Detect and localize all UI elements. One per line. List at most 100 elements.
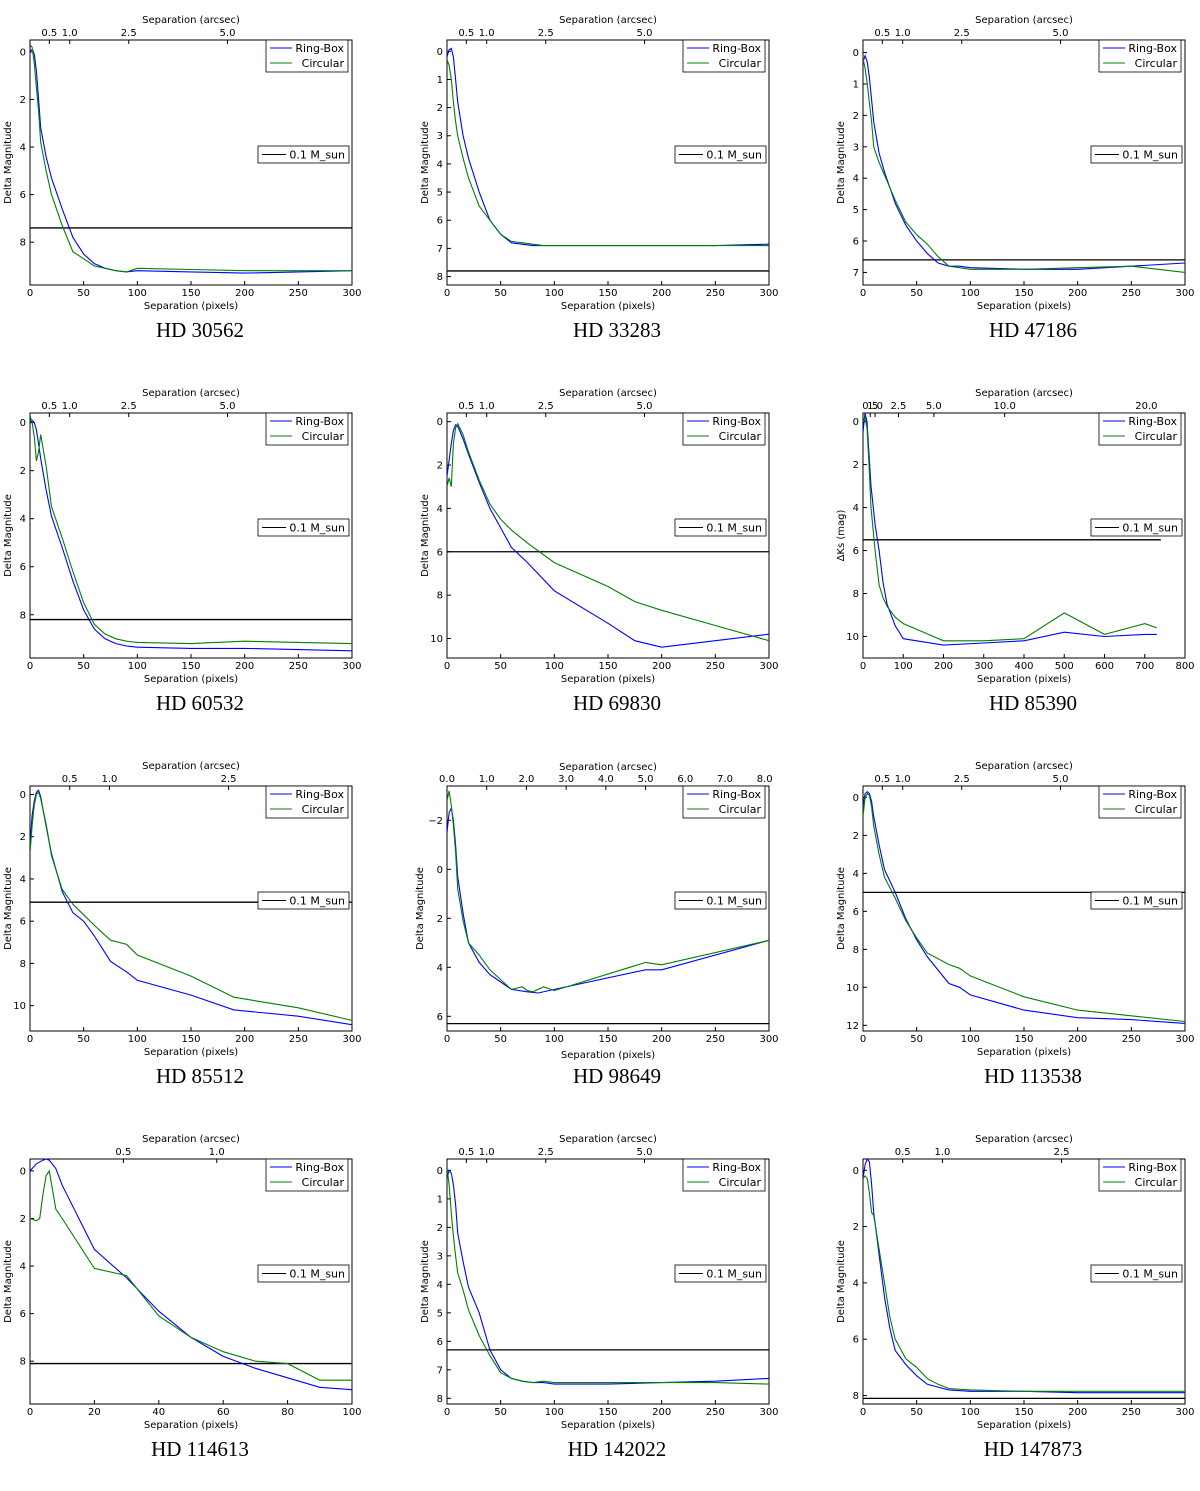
x-axis-label: Separation (pixels) (977, 301, 1071, 312)
threshold-legend-box (674, 518, 767, 537)
legend-label: Ring-Box (295, 788, 344, 801)
legend-label: Ring-Box (1128, 1161, 1177, 1174)
chart-panel: 0 50 100 150 200 250 300 0 1 2 3 4 5 6 7 0.5 1.0 2.5 5.0 Se… (833, 0, 1200, 372)
series-ring-box (447, 1169, 769, 1385)
threshold-legend-box (674, 1264, 767, 1283)
threshold-legend-label: 0.1 M_sun (706, 149, 762, 162)
top-tick-label: 0.5 (862, 401, 878, 412)
chart-title: Separation (arcsec) (975, 1134, 1073, 1145)
chart-svg: 0 50 100 150 200 250 300 0 1 2 3 4 5 6 7 8 0.5 1.0 2.5 5.0 S… (420, 1134, 779, 1431)
y-tick-label: 8 (437, 1394, 443, 1405)
chart-panel: 0 50 100 150 200 250 300 0 1 2 3 4 5 6 7 8 0.5 1.0 2.5 5.0 S… (417, 0, 817, 372)
top-tick-label: 1.0 (895, 28, 911, 39)
y-axis-label: Delta Magnitude (836, 1240, 847, 1323)
y-tick-label: 0 (20, 1166, 26, 1177)
threshold-legend-box (1090, 145, 1183, 164)
x-tick-label: 250 (289, 288, 308, 299)
threshold-legend-box (674, 145, 767, 164)
series-ring-box (447, 424, 769, 648)
x-tick-label: 50 (910, 1034, 923, 1045)
threshold-legend-box (1090, 518, 1183, 537)
x-tick-label: 0 (444, 1407, 450, 1418)
top-tick-label: 10.0 (994, 401, 1016, 412)
series-circular (447, 790, 769, 993)
top-tick-label: 0.5 (874, 774, 890, 785)
legend-label: Circular (302, 57, 345, 70)
x-tick-label: 300 (1175, 1034, 1194, 1045)
top-tick-label: 1.0 (101, 774, 117, 785)
y-tick-label: 0 (20, 418, 26, 429)
x-axis-label: Separation (pixels) (144, 674, 238, 685)
top-tick-label: 0.5 (41, 28, 57, 39)
legend-box (682, 39, 766, 73)
chart-svg: 0 50 100 150 200 250 300 0 1 2 3 4 5 6 7 0.5 1.0 2.5 5.0 Se… (836, 15, 1195, 312)
threshold-legend-label: 0.1 M_sun (706, 1268, 762, 1281)
x-tick-label: 0 (860, 1407, 866, 1418)
chart-title: Separation (arcsec) (975, 761, 1073, 772)
y-axis-label: Delta Magnitude (420, 121, 431, 204)
chart-panel: 0 50 100 150 200 250 300 0 2 4 6 8 10 12 0.5 1.0 2.5 5.0 S… (833, 746, 1200, 1118)
x-tick-label: 100 (545, 661, 564, 672)
legend-label: Circular (1135, 803, 1178, 816)
y-tick-label: 2 (853, 831, 859, 842)
chart-svg: 0 50 100 150 200 250 300 −2 0 2 4 6 0.0 1.0 2.0 3.0 4.0 5… (415, 762, 779, 1061)
top-tick-label: 3.0 (558, 774, 574, 785)
x-tick-label: 0 (27, 661, 33, 672)
legend-label: Ring-Box (1128, 788, 1177, 801)
x-tick-label: 0 (860, 288, 866, 299)
threshold-legend-label: 0.1 M_sun (289, 522, 345, 535)
chart-panel: 0 50 100 150 200 250 300 0 2 4 6 8 10 0.5 1.0 2.5 Separa… (0, 746, 400, 1118)
x-tick-label: 250 (1122, 1034, 1141, 1045)
series-circular (30, 415, 352, 645)
y-tick-label: 2 (437, 914, 443, 925)
y-tick-label: 4 (437, 963, 443, 974)
chart-svg: 0 20 40 60 80 100 0 2 4 6 8 0.5 1.0 Separation (arcse… (3, 1134, 362, 1431)
y-tick-label: 1 (853, 79, 859, 90)
x-tick-label: 150 (181, 288, 200, 299)
panel-caption: HD 98649 (572, 1064, 662, 1088)
x-tick-label: 40 (152, 1407, 165, 1418)
y-tick-label: 8 (853, 945, 859, 956)
y-tick-label: 6 (20, 917, 26, 928)
chart-title: Separation (arcsec) (975, 388, 1073, 399)
top-tick-label: 2.5 (121, 401, 137, 412)
x-tick-label: 150 (1014, 1034, 1033, 1045)
chart-title: Separation (arcsec) (559, 388, 657, 399)
top-tick-label: 5.0 (637, 28, 653, 39)
legend-label: Ring-Box (295, 42, 344, 55)
series-circular (863, 1174, 1185, 1392)
top-tick-label: 5.0 (637, 401, 653, 412)
panel-caption: HD 30562 (155, 318, 245, 342)
series-circular (447, 422, 769, 642)
x-tick-label: 50 (494, 288, 507, 299)
y-tick-label: 7 (437, 244, 443, 255)
x-tick-label: 50 (77, 288, 90, 299)
y-tick-label: 0 (20, 47, 26, 58)
y-axis-label: Delta Magnitude (415, 867, 426, 950)
panel-caption: HD 113538 (984, 1064, 1082, 1088)
series-ring-box (30, 48, 352, 274)
chart-svg: 0 100 200 300 400 500 600 700 800 0 2 4 6 8 10 0.51.0 2.… (836, 388, 1195, 685)
y-tick-label: 4 (20, 874, 26, 885)
x-tick-label: 50 (77, 1034, 90, 1045)
top-tick-label: 1.0 (934, 1147, 950, 1158)
chart-svg: 0 50 100 150 200 250 300 0 2 4 6 8 0.5 1.0 2.5 Separati… (836, 1134, 1195, 1431)
x-tick-label: 100 (961, 1034, 980, 1045)
legend-label: Ring-Box (1128, 42, 1177, 55)
chart-panel: 0 50 100 150 200 250 300 0 2 4 6 8 0.5 1.0 2.5 5.0 Separ… (0, 0, 400, 372)
y-tick-label: 5 (853, 205, 859, 216)
panel-caption: HD 147873 (983, 1437, 1083, 1461)
x-tick-label: 50 (77, 661, 90, 672)
legend-label: Ring-Box (712, 415, 761, 428)
series-circular (30, 791, 352, 1021)
top-tick-label: 2.5 (538, 1147, 554, 1158)
threshold-legend-box (674, 891, 767, 910)
y-tick-label: 8 (20, 610, 26, 621)
legend-label: Ring-Box (712, 1161, 761, 1174)
y-tick-label: 2 (437, 103, 443, 114)
y-tick-label: 10 (846, 983, 859, 994)
x-tick-label: 300 (759, 1407, 778, 1418)
x-tick-label: 150 (181, 661, 200, 672)
y-axis-label: Delta Magnitude (836, 867, 847, 950)
x-tick-label: 0 (27, 1034, 33, 1045)
